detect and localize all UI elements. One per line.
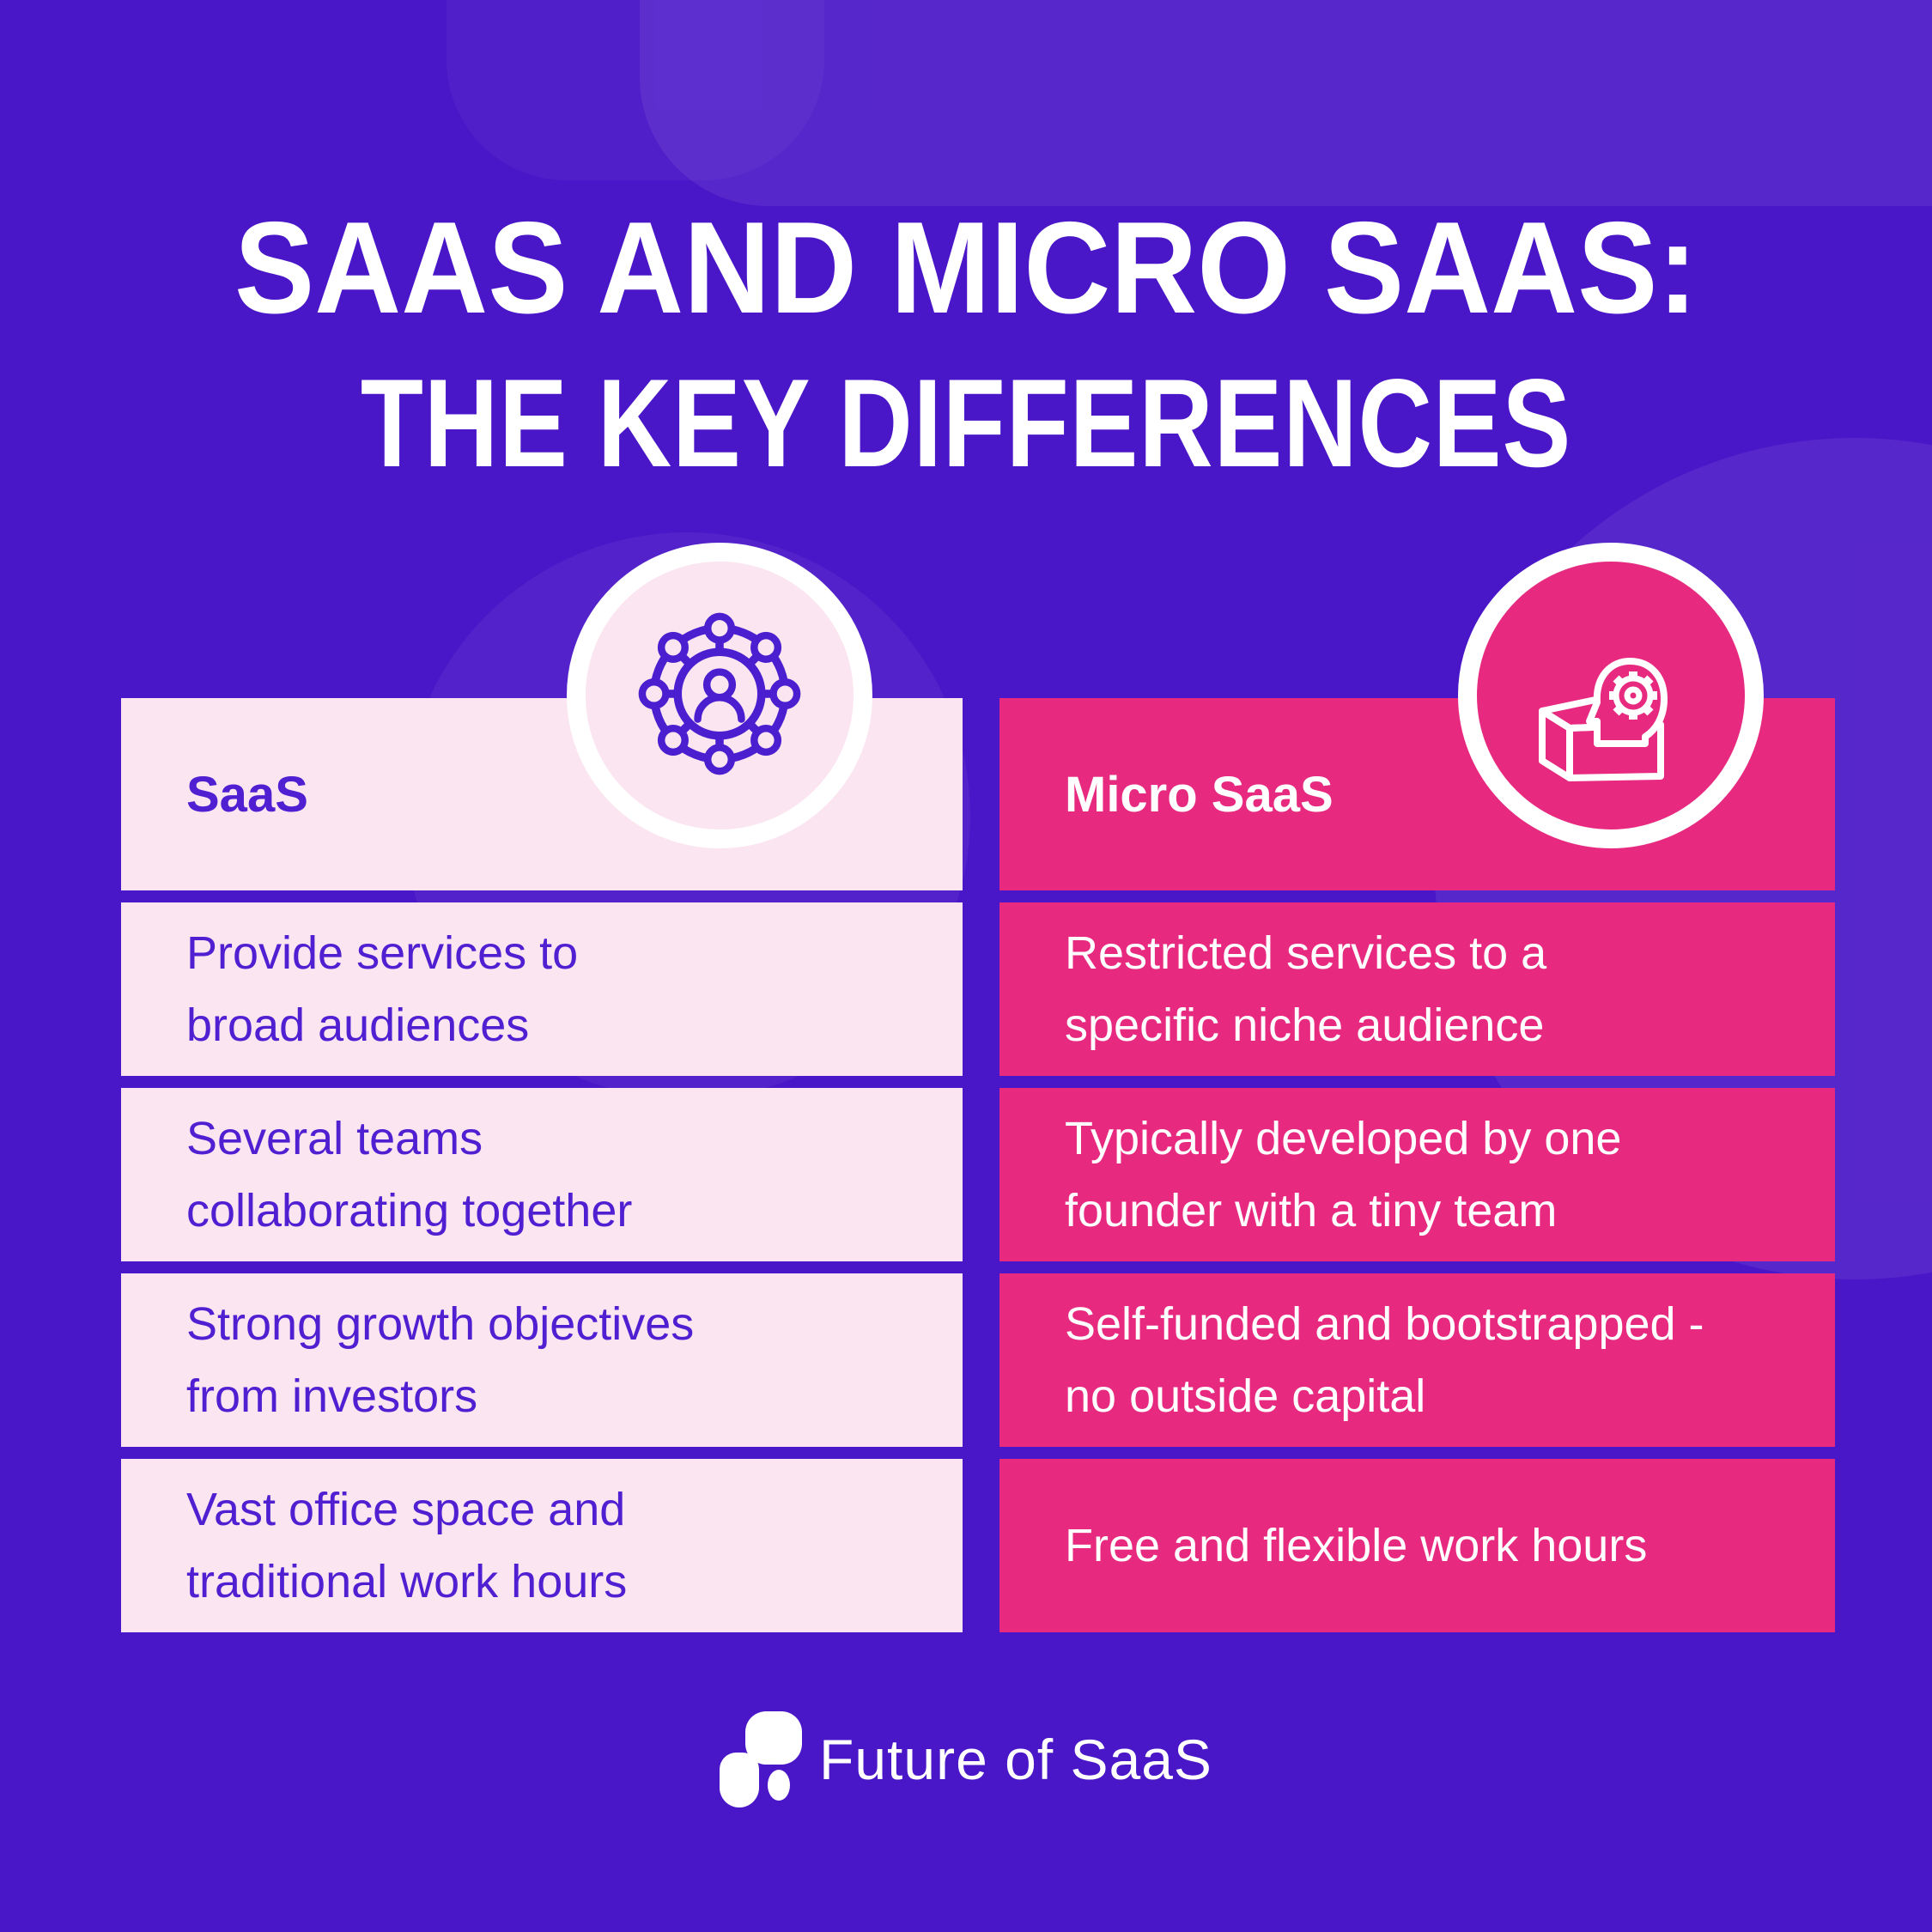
- background-rounded-band: [640, 0, 1932, 206]
- saas-row-text: Several teams collaborating together: [186, 1113, 633, 1236]
- micro-saas-row-text: Free and flexible work hours: [1065, 1520, 1648, 1571]
- title-line-2: THE KEY DIFFERENCES: [360, 353, 1572, 493]
- micro-saas-header-label: Micro SaaS: [1065, 766, 1334, 823]
- micro-saas-row: Free and flexible work hours: [999, 1459, 1835, 1632]
- saas-row-text: Vast office space and traditional work h…: [186, 1484, 628, 1607]
- logo-blob-dot: [768, 1770, 791, 1801]
- saas-row: Provide services to broad audiences: [121, 902, 963, 1076]
- micro-saas-row: Typically developed by one founder with …: [999, 1088, 1835, 1261]
- micro-saas-row: Restricted services to a specific niche …: [999, 902, 1835, 1076]
- micro-saas-row: Self-funded and bootstrapped - no outsid…: [999, 1273, 1835, 1447]
- micro-saas-row-text: Self-funded and bootstrapped - no outsid…: [1065, 1298, 1704, 1422]
- micro-saas-badge: [1458, 543, 1764, 848]
- title-line-1: SAAS AND MICRO SAAS:: [234, 195, 1698, 341]
- saas-row: Vast office space and traditional work h…: [121, 1459, 963, 1632]
- logo-blob-bottom: [720, 1753, 760, 1807]
- micro-saas-row-text: Restricted services to a specific niche …: [1065, 927, 1547, 1051]
- future-of-saas-logo-mark: [720, 1711, 803, 1807]
- saas-row: Several teams collaborating together: [121, 1088, 963, 1261]
- micro-saas-row-text: Typically developed by one founder with …: [1065, 1113, 1622, 1236]
- brand-name: Future of SaaS: [819, 1728, 1212, 1791]
- comparison-table: SaaS Micro SaaS Provide services to broa…: [121, 698, 1835, 1632]
- saas-row-text: Provide services to broad audiences: [186, 927, 579, 1051]
- network-people-icon: [629, 603, 811, 789]
- saas-header-label: SaaS: [186, 766, 308, 823]
- saas-badge: [567, 543, 872, 848]
- page-title: SAAS AND MICRO SAAS: THE KEY DIFFERENCES: [0, 199, 1932, 488]
- saas-row-text: Strong growth objectives from investors: [186, 1298, 695, 1422]
- head-gear-in-box-icon: [1516, 599, 1705, 793]
- saas-row: Strong growth objectives from investors: [121, 1273, 963, 1447]
- logo-blob-top: [745, 1711, 803, 1765]
- footer-brand: Future of SaaS: [0, 1711, 1932, 1807]
